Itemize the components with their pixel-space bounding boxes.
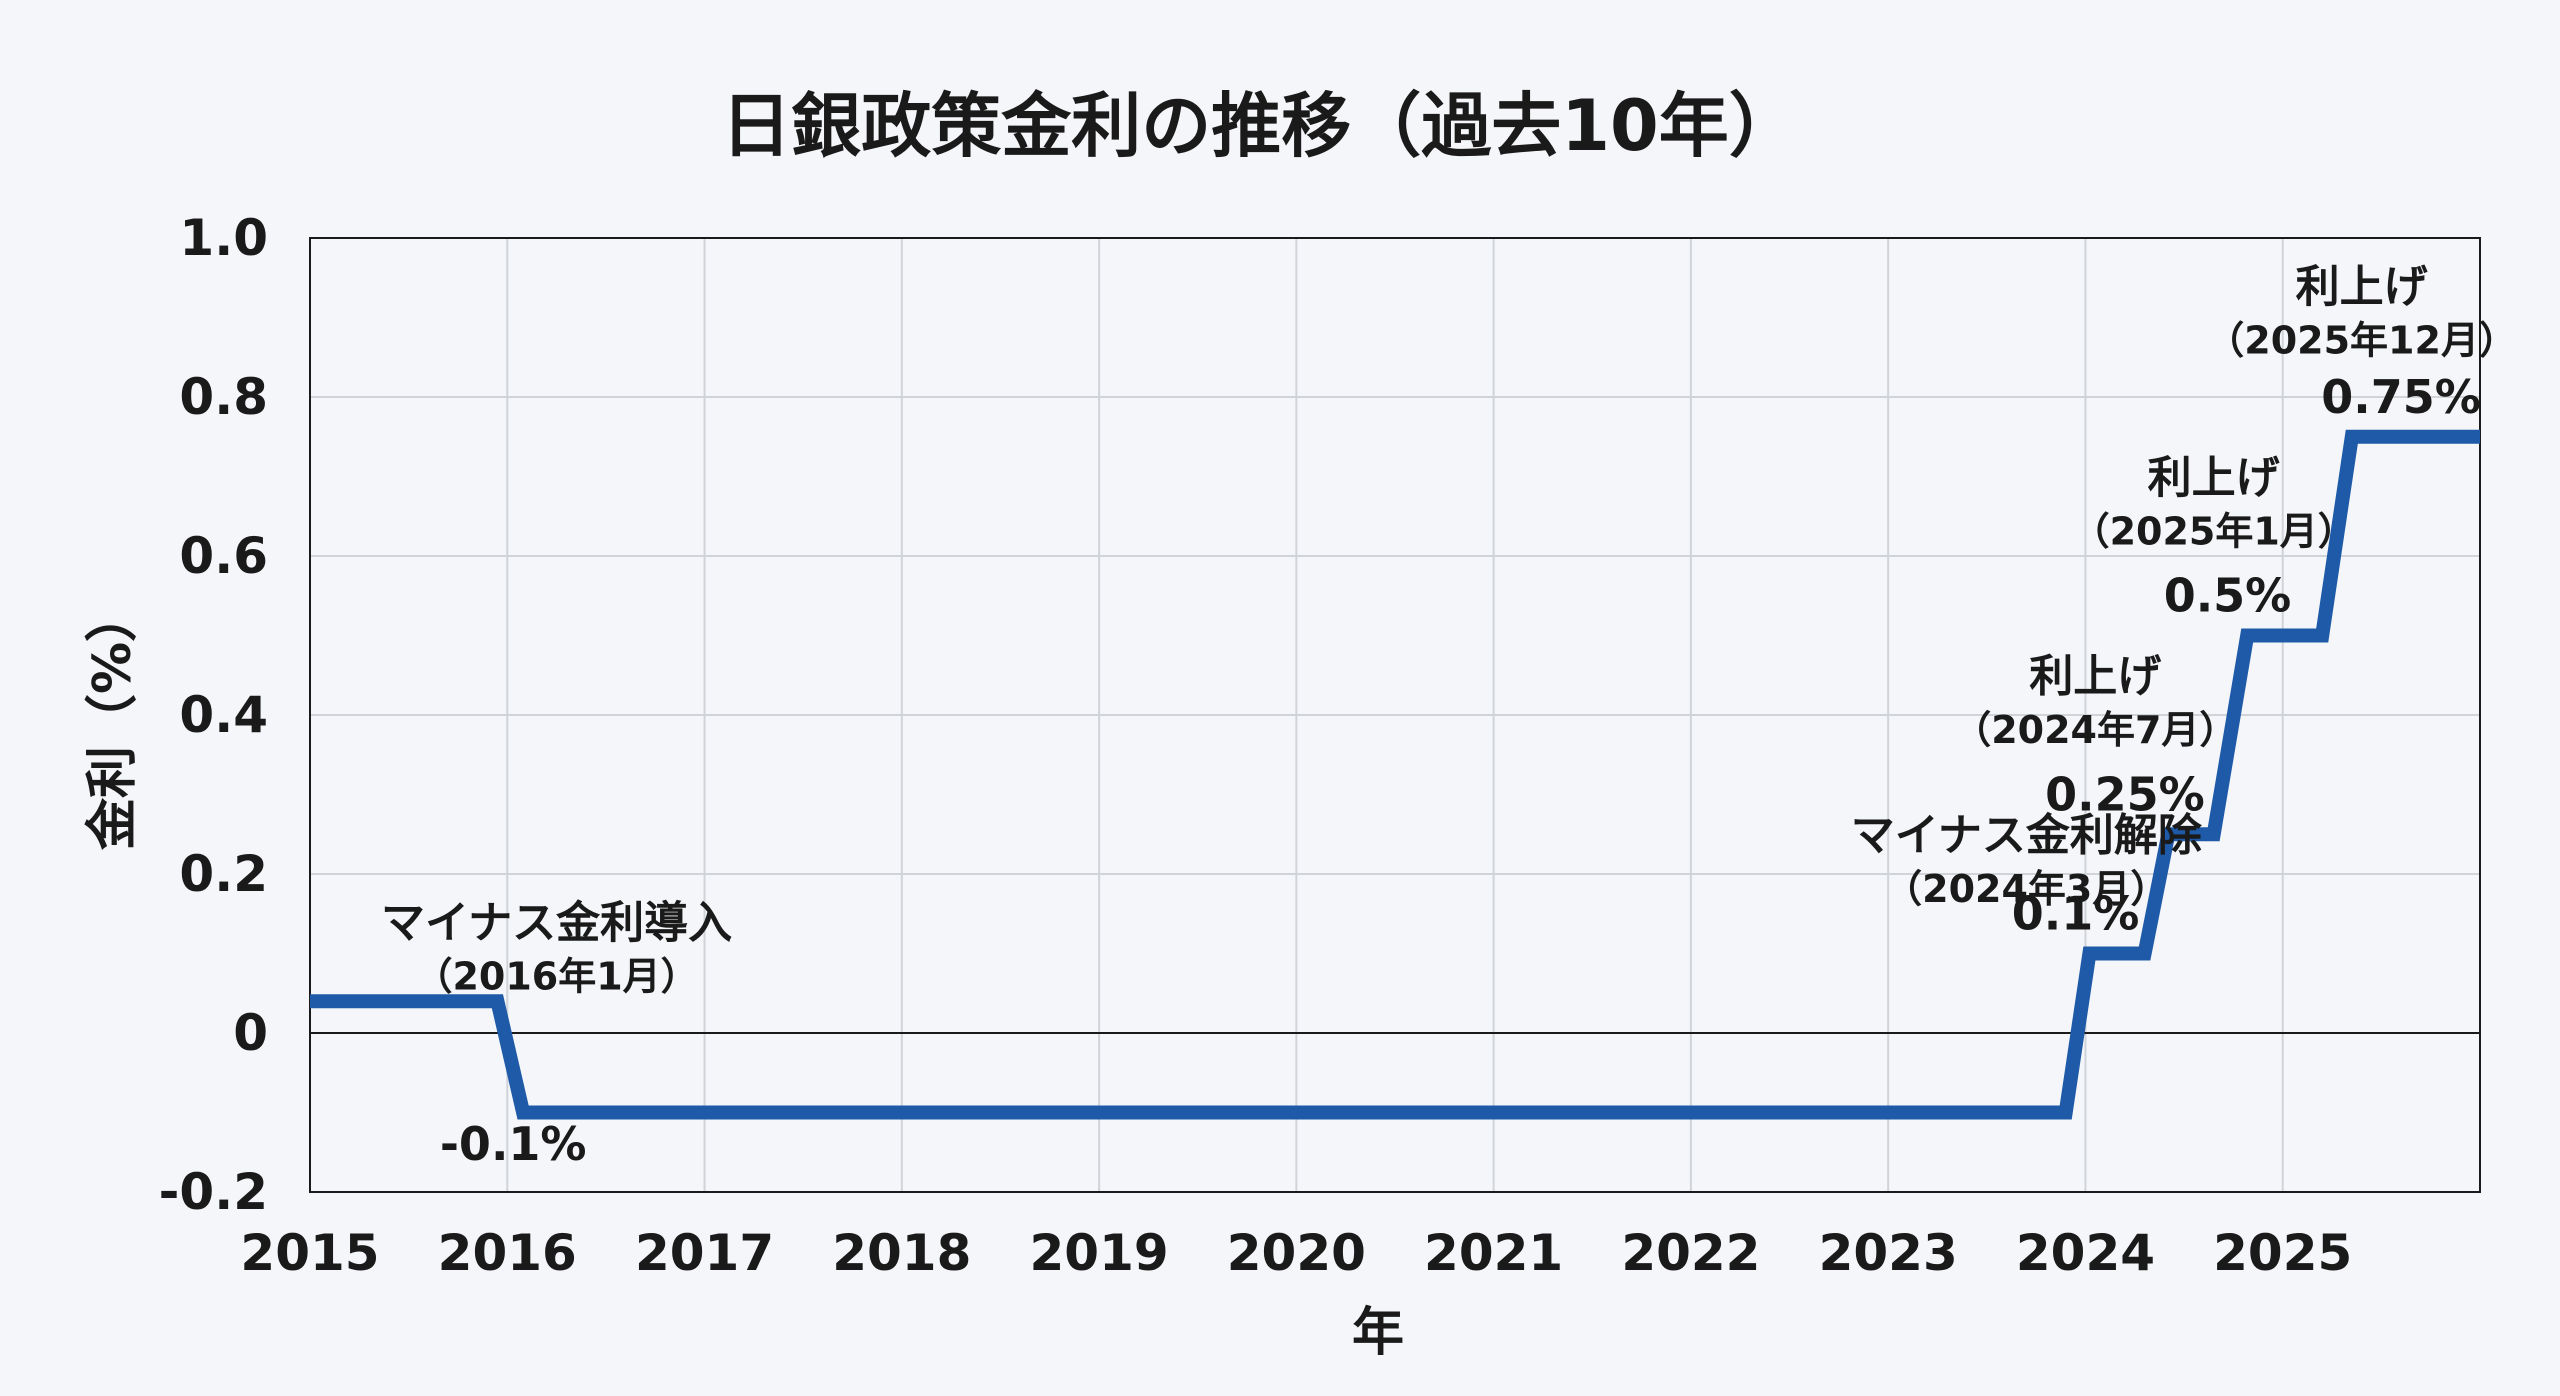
annotation-title: マイナス金利導入 xyxy=(381,898,732,949)
annotation-title: 利上げ xyxy=(2296,262,2428,313)
value-label: 0.25% xyxy=(2045,767,2205,821)
annotation: 利上げ （2025年12月） xyxy=(2206,262,2517,363)
y-tick-label: 0.2 xyxy=(179,845,268,903)
y-tick-label: 0 xyxy=(233,1004,268,1062)
annotation-date: （2025年1月） xyxy=(2072,509,2356,553)
chart-title: 日銀政策金利の推移（過去10年） xyxy=(721,85,1798,167)
annotation: マイナス金利解除 （2024年3月） xyxy=(1851,810,2203,911)
x-tick-label: 2018 xyxy=(832,1224,971,1282)
y-tick-label: -0.2 xyxy=(159,1163,268,1221)
x-tick-label: 2017 xyxy=(635,1224,774,1282)
y-tick-label: 0.4 xyxy=(179,686,268,744)
y-tick-label: 0.6 xyxy=(179,527,268,585)
x-tick-label: 2020 xyxy=(1227,1224,1366,1282)
annotation-date: （2024年7月） xyxy=(1953,708,2237,752)
series-line xyxy=(310,429,2480,1120)
annotation: 利上げ （2024年7月） xyxy=(1953,651,2237,752)
x-tick-label: 2021 xyxy=(1424,1224,1563,1282)
value-labels: -0.1% 0.1% 0.25% 0.5% 0.75% xyxy=(440,370,2481,1171)
x-axis-ticks: 2015 2016 2017 2018 2019 2020 2021 2022 2023 2024… xyxy=(240,1224,2352,1282)
x-tick-label: 2015 xyxy=(240,1224,379,1282)
y-tick-label: 1.0 xyxy=(179,209,268,267)
annotation-title: 利上げ xyxy=(2148,452,2280,503)
y-axis-ticks: 1.0 0.8 0.6 0.4 0.2 0 -0.2 xyxy=(159,209,268,1221)
value-label: 0.75% xyxy=(2321,370,2481,424)
annotation-date: （2025年12月） xyxy=(2206,319,2517,363)
x-tick-label: 2024 xyxy=(2016,1224,2155,1282)
plot-frame xyxy=(309,237,2481,1193)
x-tick-label: 2022 xyxy=(1621,1224,1760,1282)
annotation-title: マイナス金利解除 xyxy=(1851,810,2203,861)
x-tick-label: 2016 xyxy=(438,1224,577,1282)
x-axis-label: 年 xyxy=(1352,1303,1404,1363)
x-tick-label: 2025 xyxy=(2213,1224,2352,1282)
annotation-date: （2024年3月） xyxy=(1884,867,2168,911)
value-label: -0.1% xyxy=(440,1117,587,1171)
x-tick-label: 2023 xyxy=(1819,1224,1958,1282)
value-label: 0.5% xyxy=(2164,569,2292,623)
x-tick-label: 2019 xyxy=(1030,1224,1169,1282)
annotations: マイナス金利導入 （2016年1月） マイナス金利解除 （2024年3月） 利上げ （20… xyxy=(381,262,2517,999)
value-label: 0.1% xyxy=(2012,887,2140,941)
annotation: 利上げ （2025年1月） xyxy=(2072,452,2356,553)
annotation: マイナス金利導入 （2016年1月） xyxy=(381,898,732,999)
y-tick-label: 0.8 xyxy=(179,368,268,426)
annotation-title: 利上げ xyxy=(2029,651,2161,702)
y-axis-label: 金利（%） xyxy=(83,590,143,851)
annotation-date: （2016年1月） xyxy=(414,955,698,999)
